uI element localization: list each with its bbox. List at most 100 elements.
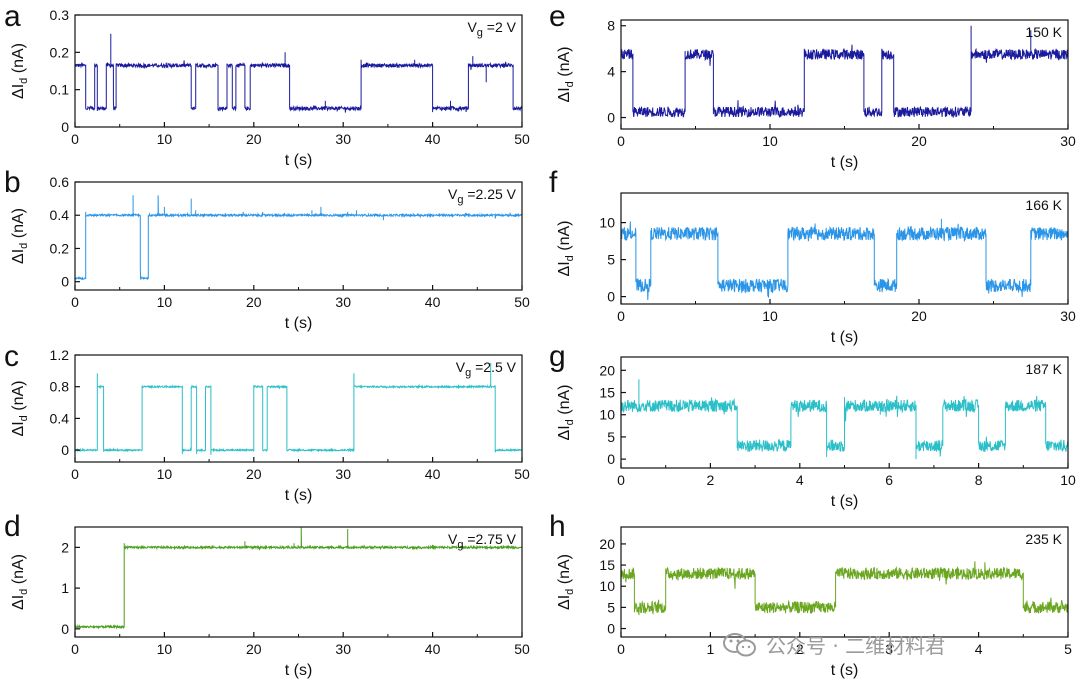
x-tick-label: 0 xyxy=(71,466,79,482)
y-axis-title: ΔId (nA) xyxy=(10,381,30,437)
panel-annotation: 235 K xyxy=(1025,531,1062,547)
series-line-e xyxy=(621,25,1068,119)
annotation-main: 187 K xyxy=(1025,361,1062,377)
x-axis-title: t (s) xyxy=(831,329,859,346)
x-tick-label: 6 xyxy=(885,472,893,488)
panel-letter: c xyxy=(4,340,19,373)
y-axis-title-sub: d xyxy=(564,255,576,261)
panel-c: c 0 10 20 30 40 50 0 0.4 0.8 1.2 t (s) ΔId (nA) Vg =2… xyxy=(4,340,530,504)
y-axis-title-main: ΔI xyxy=(556,595,573,610)
series-line-g xyxy=(621,379,1068,460)
x-tick-label: 0 xyxy=(617,472,625,488)
y-axis-title-main: ΔI xyxy=(10,421,27,436)
watermark: 公众号 · 二维材料君 xyxy=(722,630,945,659)
plot-frame xyxy=(620,19,1069,130)
x-tick-label: 50 xyxy=(514,294,530,310)
y-axis-title-sub: d xyxy=(18,243,30,249)
panel-annotation: 166 K xyxy=(1025,197,1062,213)
x-tick-label: 5 xyxy=(1064,641,1072,657)
x-tick-label: 40 xyxy=(425,131,441,147)
x-tick-label: 20 xyxy=(246,466,262,482)
x-tick-label: 10 xyxy=(157,294,173,310)
panel-annotation: Vg =2.5 V xyxy=(456,359,517,379)
y-tick-label: 0.2 xyxy=(50,240,70,256)
y-axis-title-main: ΔI xyxy=(10,595,27,610)
x-tick-label: 30 xyxy=(1060,133,1076,149)
x-tick-label: 30 xyxy=(335,294,351,310)
y-axis-title: ΔId (nA) xyxy=(556,221,576,277)
x-tick-label: 0 xyxy=(617,133,625,149)
y-axis-title-sub: d xyxy=(564,81,576,87)
y-tick-label: 20 xyxy=(599,362,615,378)
panel-a: a 0 10 20 30 40 50 0 0.1 0.2 0.3 t (s) ΔId (nA) Vg =2… xyxy=(4,0,530,169)
series-line-f xyxy=(621,218,1068,301)
x-tick-label: 10 xyxy=(1060,472,1076,488)
annotation-sub: g xyxy=(457,539,463,551)
x-axis-title: t (s) xyxy=(831,662,859,679)
x-tick-label: 50 xyxy=(514,466,530,482)
y-axis-title-unit: (nA) xyxy=(10,554,27,589)
annotation-main: V xyxy=(467,19,477,35)
x-tick-label: 10 xyxy=(157,466,173,482)
y-axis-title-sub: d xyxy=(18,415,30,421)
y-axis-title-main: ΔI xyxy=(556,425,573,440)
x-axis-title: t (s) xyxy=(285,315,313,332)
x-tick-label: 50 xyxy=(514,641,530,657)
x-tick-label: 10 xyxy=(157,131,173,147)
y-tick-label: 0 xyxy=(607,110,615,126)
panel-letter: g xyxy=(549,340,566,373)
x-tick-label: 40 xyxy=(425,466,441,482)
y-tick-label: 5 xyxy=(607,252,615,268)
panel-annotation: Vg =2 V xyxy=(467,19,516,39)
annotation-rest: =2.5 V xyxy=(471,359,516,375)
x-tick-label: 20 xyxy=(246,294,262,310)
x-tick-label: 0 xyxy=(71,131,79,147)
y-axis-title-main: ΔI xyxy=(556,87,573,102)
panel-letter: h xyxy=(549,510,566,543)
y-tick-label: 0 xyxy=(61,119,69,135)
y-tick-label: 0.2 xyxy=(50,44,70,60)
y-tick-label: 0 xyxy=(607,451,615,467)
y-axis-title-main: ΔI xyxy=(10,249,27,264)
panel-h: h 0 1 2 3 4 5 0 5 10 15 20 t (s) ΔId (nA) 235 K xyxy=(549,510,1072,679)
annotation-sub: g xyxy=(457,194,463,206)
y-axis-title-sub: d xyxy=(18,589,30,595)
y-axis-title: ΔId (nA) xyxy=(10,43,30,99)
plot-frame xyxy=(620,526,1069,638)
x-tick-label: 8 xyxy=(975,472,983,488)
series-line-a xyxy=(75,33,522,113)
y-tick-label: 0 xyxy=(61,442,69,458)
panel-annotation: Vg =2.25 V xyxy=(448,186,517,206)
y-tick-label: 0 xyxy=(607,289,615,305)
y-tick-label: 1.2 xyxy=(50,347,70,363)
y-tick-label: 2 xyxy=(61,539,69,555)
x-tick-label: 10 xyxy=(762,308,778,324)
x-axis-title: t (s) xyxy=(285,487,313,504)
y-tick-label: 8 xyxy=(607,18,615,34)
x-tick-label: 20 xyxy=(911,308,927,324)
panel-annotation: 150 K xyxy=(1025,24,1062,40)
series-line-h xyxy=(621,561,1068,616)
y-tick-label: 0 xyxy=(61,274,69,290)
y-axis-title-sub: d xyxy=(18,78,30,84)
y-tick-label: 0 xyxy=(607,621,615,637)
y-tick-label: 0 xyxy=(61,621,69,637)
panel-letter: f xyxy=(549,166,558,199)
y-tick-label: 20 xyxy=(599,536,615,552)
y-axis-title-main: ΔI xyxy=(10,84,27,99)
annotation-rest: =2.75 V xyxy=(463,531,516,547)
y-axis-title-unit: (nA) xyxy=(556,554,573,589)
y-tick-label: 0.1 xyxy=(50,82,70,98)
y-tick-label: 15 xyxy=(599,385,615,401)
x-tick-label: 20 xyxy=(911,133,927,149)
series-line-b xyxy=(75,195,522,281)
panel-annotation: Vg =2.75 V xyxy=(448,531,517,551)
x-tick-label: 1 xyxy=(707,641,715,657)
y-tick-label: 0.6 xyxy=(50,174,70,190)
y-tick-label: 0.3 xyxy=(50,7,70,23)
x-tick-label: 0 xyxy=(71,641,79,657)
panel-annotation: 187 K xyxy=(1025,361,1062,377)
x-axis-title: t (s) xyxy=(831,493,859,510)
y-tick-label: 10 xyxy=(599,407,615,423)
x-tick-label: 30 xyxy=(335,466,351,482)
